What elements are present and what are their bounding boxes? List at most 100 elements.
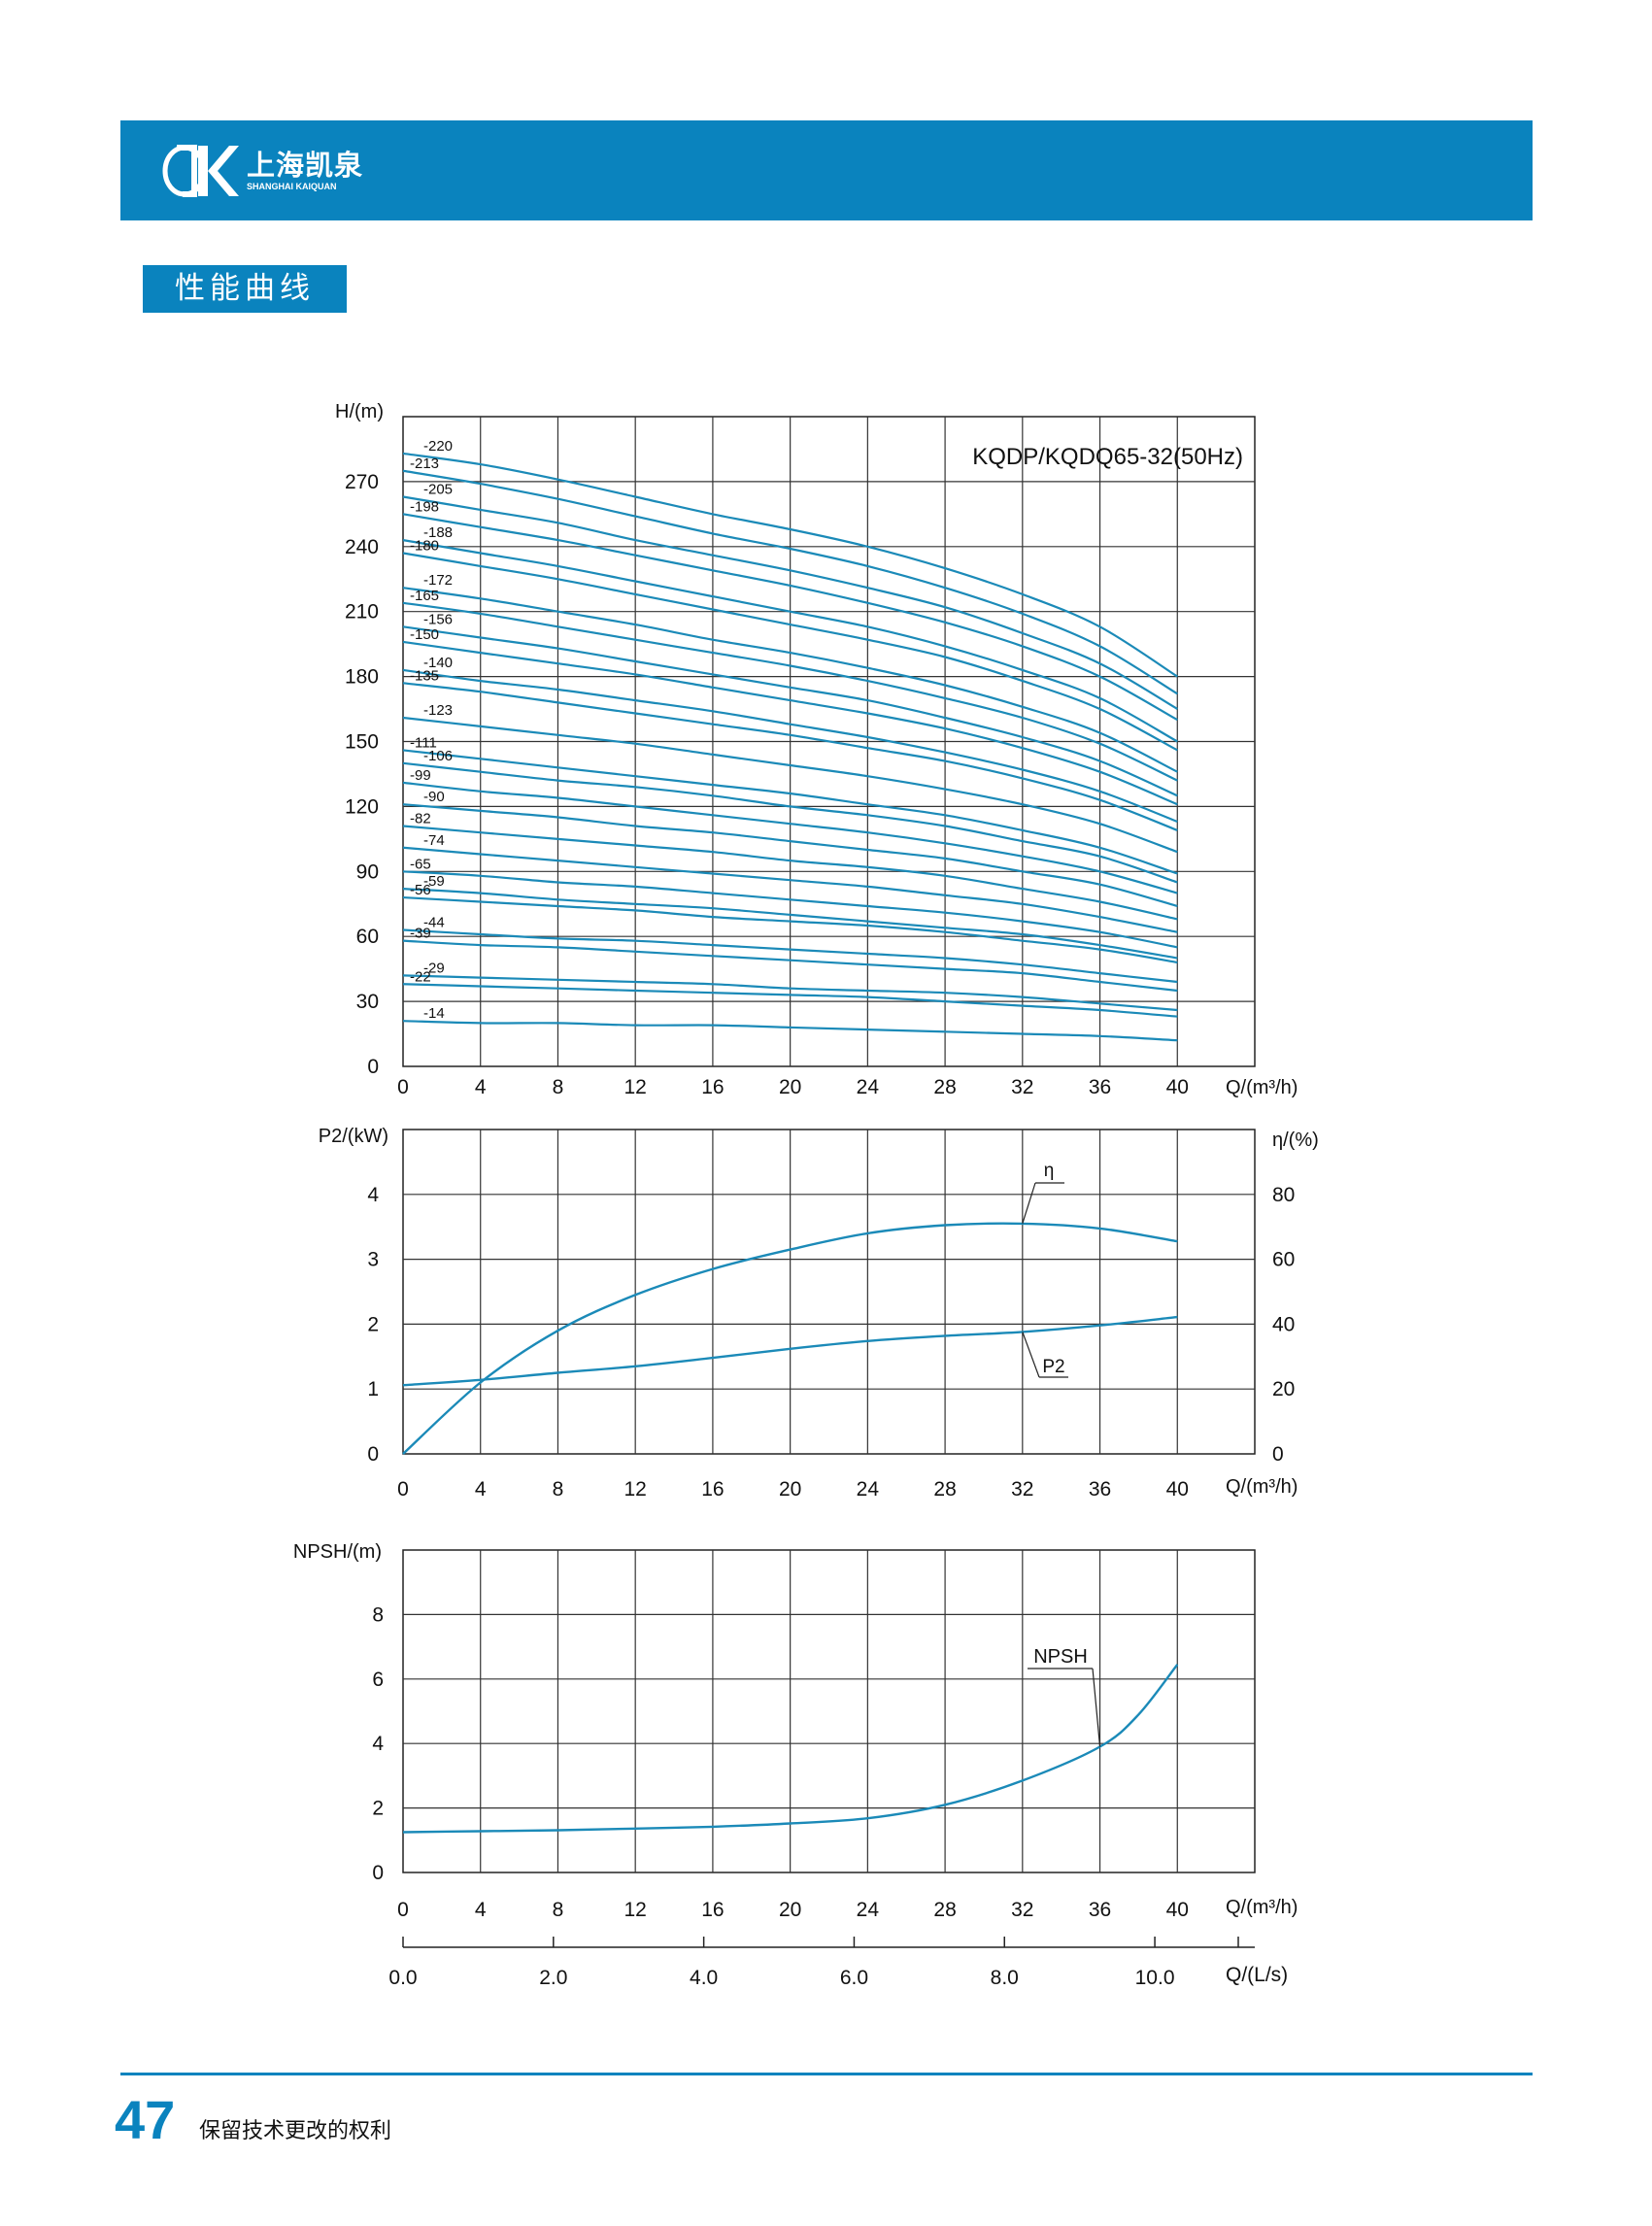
y-tick-label: 60 <box>356 926 379 948</box>
power-curve-label: P2 <box>1042 1357 1064 1377</box>
y-tick-label: 4 <box>372 1733 384 1755</box>
y-right-axis-label: η/(%) <box>1272 1130 1319 1151</box>
x-tick-label: 36 <box>1089 1478 1111 1501</box>
y-axis-label: H/(m) <box>335 401 384 422</box>
head-curve-29 <box>402 974 1178 1012</box>
x-tick-label: 16 <box>701 1076 724 1098</box>
head-curve-56 <box>402 895 1178 964</box>
stage-label: -99 <box>410 767 431 784</box>
stage-label: -198 <box>410 498 439 515</box>
ls-tick-label: 4.0 <box>690 1967 718 1989</box>
ls-tick-label: 8.0 <box>991 1967 1019 1989</box>
stage-label: -22 <box>410 968 431 985</box>
stage-label: -180 <box>410 537 439 554</box>
ls-axis-label: Q/(L/s) <box>1226 1964 1288 1986</box>
stage-label: -56 <box>410 882 431 898</box>
stage-label: -165 <box>410 588 439 604</box>
brand-name-cn: 上海凯泉 <box>247 149 364 182</box>
x-tick-label: 4 <box>475 1478 487 1501</box>
ls-tick-label: 10.0 <box>1135 1967 1175 1989</box>
header-bar: 上海凯泉 SHANGHAI KAIQUAN <box>120 120 1533 220</box>
head-curve-135 <box>402 682 1178 831</box>
stage-label: -156 <box>423 611 453 627</box>
x-tick-label: 0 <box>397 1899 409 1921</box>
x-tick-label: 36 <box>1089 1076 1111 1098</box>
head-curve-59 <box>402 888 1178 960</box>
x-tick-label: 32 <box>1011 1478 1033 1501</box>
efficiency-leader-line <box>1022 1182 1036 1225</box>
x-tick-label: 8 <box>553 1076 564 1098</box>
head-curve-165 <box>402 601 1178 782</box>
x-tick-label: 4 <box>475 1899 487 1921</box>
stage-label: -44 <box>423 915 445 931</box>
stage-label: -188 <box>423 524 453 541</box>
head-curve-90 <box>402 803 1178 908</box>
x-axis-label: Q/(m³/h) <box>1226 1077 1298 1098</box>
x-tick-label: 24 <box>857 1478 880 1501</box>
stage-label: -172 <box>423 572 453 589</box>
y-tick-label: 0 <box>367 1443 379 1466</box>
head-curve-140 <box>402 668 1178 824</box>
x-tick-label: 28 <box>933 1899 956 1921</box>
y-tick-label: 30 <box>356 991 379 1013</box>
stage-label: -82 <box>410 810 431 826</box>
y-right-tick-label: 0 <box>1272 1443 1284 1466</box>
footer-note: 保留技术更改的权利 <box>199 2119 392 2143</box>
head-curve-205 <box>402 495 1178 710</box>
head-curve-172 <box>402 587 1178 773</box>
npsh-leader-line <box>1092 1668 1101 1747</box>
head-curve-213 <box>402 469 1178 695</box>
y-tick-label: 2 <box>372 1798 384 1820</box>
brand-logo: 上海凯泉 SHANGHAI KAIQUAN <box>159 134 363 208</box>
stage-label: -150 <box>410 626 439 643</box>
x-tick-label: 16 <box>701 1899 724 1921</box>
x-tick-label: 12 <box>624 1899 647 1921</box>
x-tick-label: 0 <box>397 1478 409 1501</box>
head-curve-220 <box>402 452 1178 678</box>
y-tick-label: 90 <box>356 860 379 883</box>
x-tick-label: 4 <box>475 1076 487 1098</box>
page-number: 47 <box>115 2089 176 2150</box>
y-tick-label: 8 <box>372 1603 384 1626</box>
ls-tick-label: 6.0 <box>840 1967 868 1989</box>
head-curve-156 <box>402 625 1178 797</box>
head-curve-44 <box>402 928 1178 984</box>
stage-label: -29 <box>423 960 445 976</box>
head-curve-39 <box>402 939 1178 993</box>
y-tick-label: 4 <box>367 1184 379 1206</box>
x-tick-label: 24 <box>857 1899 880 1921</box>
x-tick-label: 28 <box>933 1478 956 1501</box>
y-tick-label: 1 <box>367 1378 379 1400</box>
stage-label: -106 <box>423 748 453 764</box>
stage-label: -59 <box>423 873 445 890</box>
head-curve-82 <box>402 825 1178 921</box>
y-tick-label: 3 <box>367 1249 379 1271</box>
y-tick-label: 150 <box>345 731 379 754</box>
x-axis-label: Q/(m³/h) <box>1226 1476 1298 1498</box>
head-curve-106 <box>402 761 1178 884</box>
y-tick-label: 6 <box>372 1669 384 1691</box>
section-title: 性能曲线 <box>143 265 347 313</box>
stage-label: -123 <box>423 702 453 719</box>
stage-label: -39 <box>410 926 431 942</box>
x-tick-label: 28 <box>933 1076 956 1098</box>
x-axis-label: Q/(m³/h) <box>1226 1897 1298 1918</box>
stage-label: -140 <box>423 655 453 671</box>
y-tick-label: 0 <box>372 1862 384 1884</box>
x-tick-label: 12 <box>624 1076 647 1098</box>
y-tick-label: 270 <box>345 471 379 493</box>
head-curve-180 <box>402 552 1178 752</box>
stage-label: -90 <box>423 789 445 805</box>
x-tick-label: 20 <box>779 1899 801 1921</box>
brand-name-en: SHANGHAI KAIQUAN <box>247 182 337 191</box>
y-axis-label: NPSH/(m) <box>293 1541 382 1563</box>
x-tick-label: 40 <box>1166 1899 1189 1921</box>
x-tick-label: 0 <box>397 1076 409 1098</box>
stage-label: -74 <box>423 832 445 849</box>
plot-frame <box>402 1549 1256 1873</box>
head-curve-14 <box>402 1020 1178 1042</box>
curve-efficiency <box>402 1222 1178 1455</box>
y-tick-label: 240 <box>345 536 379 558</box>
y-right-tick-label: 20 <box>1272 1378 1295 1400</box>
